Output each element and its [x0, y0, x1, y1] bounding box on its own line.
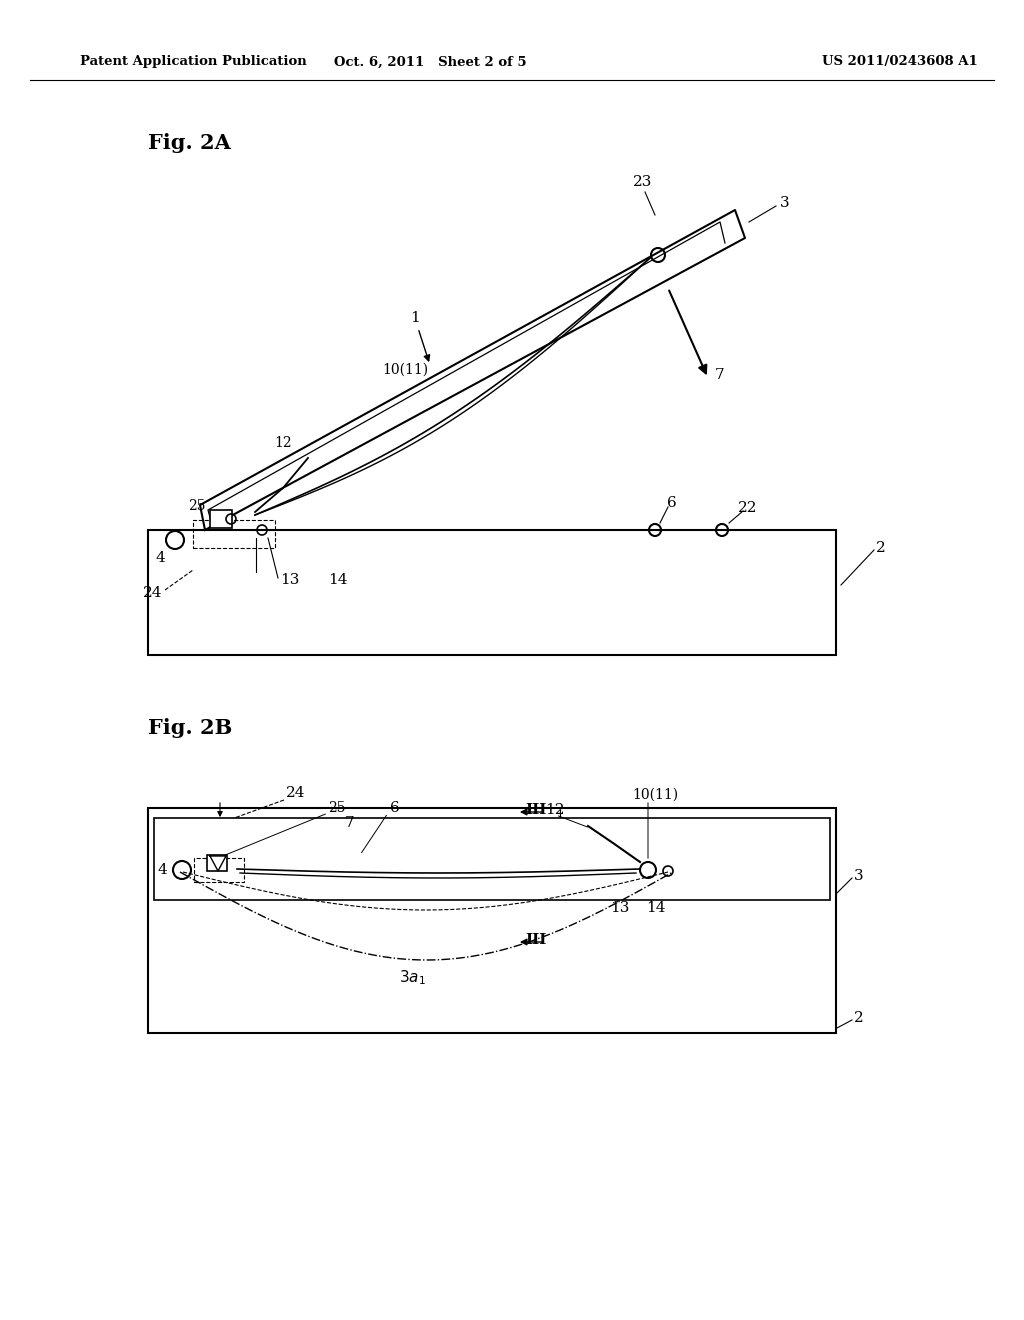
Text: Oct. 6, 2011   Sheet 2 of 5: Oct. 6, 2011 Sheet 2 of 5: [334, 55, 526, 69]
Text: 7: 7: [715, 368, 725, 381]
Text: 24: 24: [143, 586, 163, 601]
Text: Patent Application Publication: Patent Application Publication: [80, 55, 307, 69]
Text: III: III: [525, 933, 547, 946]
Text: 2: 2: [876, 541, 886, 554]
Bar: [154, 818, 830, 900]
Text: 4: 4: [157, 863, 167, 876]
Text: 23: 23: [633, 176, 652, 189]
Bar: [210, 510, 232, 528]
Text: Fig. 2B: Fig. 2B: [148, 718, 232, 738]
Text: 7: 7: [345, 816, 354, 830]
Bar: [193, 520, 275, 548]
Text: 3: 3: [854, 869, 863, 883]
Text: 12: 12: [274, 436, 292, 450]
Text: III: III: [525, 803, 547, 817]
Text: 3: 3: [780, 195, 790, 210]
Text: 14: 14: [646, 902, 666, 915]
Text: 4: 4: [155, 550, 165, 565]
Bar: [194, 858, 244, 882]
Text: 13: 13: [610, 902, 630, 915]
Text: 14: 14: [329, 573, 348, 587]
Text: Fig. 2A: Fig. 2A: [148, 133, 230, 153]
Text: 2: 2: [854, 1011, 864, 1026]
Text: 24: 24: [287, 785, 306, 800]
Text: 25: 25: [188, 499, 206, 513]
Bar: [148, 808, 836, 1034]
Text: 25: 25: [329, 801, 346, 814]
Text: 22: 22: [738, 502, 758, 515]
Bar: [207, 855, 227, 871]
Text: 6: 6: [390, 801, 400, 814]
Text: 10(11): 10(11): [382, 363, 428, 378]
Text: 12: 12: [545, 803, 565, 817]
Text: 1: 1: [411, 312, 420, 325]
Text: 10(11): 10(11): [632, 788, 678, 803]
Text: 6: 6: [667, 496, 677, 510]
Text: 13: 13: [281, 573, 300, 587]
Bar: [148, 531, 836, 655]
Text: US 2011/0243608 A1: US 2011/0243608 A1: [822, 55, 978, 69]
Text: $3a_1$: $3a_1$: [398, 969, 425, 987]
